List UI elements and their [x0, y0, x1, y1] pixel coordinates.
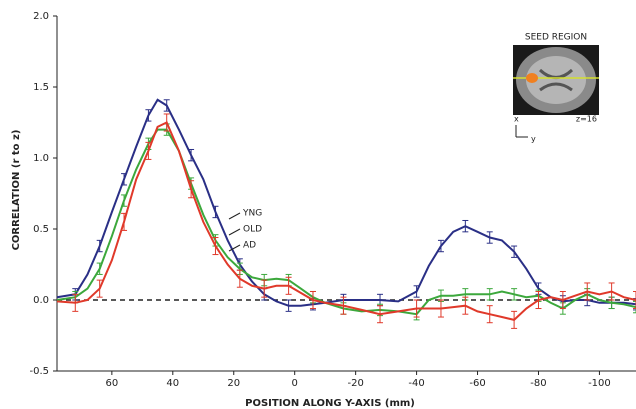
seed-blob: [526, 73, 538, 83]
x-tick-label: 0: [292, 378, 298, 389]
x-tick-label: 20: [227, 378, 240, 389]
error-bar: [236, 269, 243, 288]
error-bar: [486, 305, 493, 324]
error-bar: [608, 282, 615, 301]
error-bar: [559, 290, 566, 310]
error-bar: [486, 288, 493, 301]
error-bar: [163, 113, 170, 132]
error-bar: [340, 296, 347, 315]
error-bar: [96, 239, 103, 253]
error-bar: [285, 299, 292, 312]
label-leader: [228, 228, 241, 236]
seed-inset: SEED REGION x y z=16: [513, 33, 599, 144]
error-bar: [413, 299, 420, 318]
x-tick-label: -20: [347, 378, 363, 389]
y-tick-label: 1.5: [33, 82, 49, 93]
error-bar: [584, 282, 591, 301]
series-line: [56, 121, 636, 321]
series-label: OLD: [243, 225, 262, 235]
error-bar: [121, 173, 128, 186]
error-bar: [121, 194, 128, 207]
x-tick-label: -80: [530, 378, 546, 389]
x-tick-label: -40: [408, 378, 424, 389]
error-bar: [462, 219, 469, 233]
error-bar: [188, 148, 195, 162]
error-bar: [633, 300, 636, 314]
error-bar: [188, 180, 195, 199]
error-bar: [121, 212, 128, 231]
error-bar: [261, 279, 268, 298]
error-bar: [212, 205, 219, 219]
inset-z-label: z=16: [576, 115, 597, 124]
error-bar: [145, 109, 152, 122]
series-label: YNG: [242, 209, 262, 219]
error-bar: [633, 290, 636, 310]
error-bar: [96, 262, 103, 275]
label-leader: [228, 244, 241, 252]
x-tick-label: 40: [166, 378, 179, 389]
series-line: [56, 98, 636, 307]
x-tick-label: -60: [469, 378, 485, 389]
error-bar: [285, 276, 292, 295]
inset-title: SEED REGION: [525, 33, 587, 43]
inset-y-label: y: [531, 135, 536, 144]
series-line: [56, 128, 636, 316]
error-bar: [413, 285, 420, 298]
y-tick-label: 0.5: [33, 224, 49, 235]
label-leader: [228, 212, 241, 220]
y-tick-label: 2.0: [33, 11, 49, 22]
error-bar: [437, 299, 444, 318]
error-bar: [511, 288, 518, 301]
error-bar: [486, 231, 493, 244]
series-label: AD: [243, 241, 256, 251]
error-bar: [145, 141, 152, 160]
error-bar: [511, 245, 518, 258]
x-tick-label: 60: [105, 378, 118, 389]
error-bar: [72, 293, 79, 312]
error-bar: [163, 99, 170, 112]
inset-x-label: x: [514, 115, 519, 124]
error-bar: [377, 305, 384, 324]
brain-inner: [526, 56, 586, 104]
y-tick-label: 1.0: [33, 153, 49, 164]
error-bar: [212, 237, 219, 256]
y-axis-title: CORRELATION (r to z): [11, 130, 22, 251]
error-bar: [535, 290, 542, 310]
x-tick-label: -100: [588, 378, 611, 389]
y-tick-label: 0.0: [33, 295, 49, 306]
y-tick-label: -0.5: [29, 366, 49, 377]
x-axis-title: POSITION ALONG Y-AXIS (mm): [245, 398, 415, 409]
error-bar: [96, 279, 103, 298]
error-bar: [309, 290, 316, 310]
error-bar: [511, 310, 518, 329]
error-bar: [462, 296, 469, 315]
error-bar: [437, 239, 444, 253]
